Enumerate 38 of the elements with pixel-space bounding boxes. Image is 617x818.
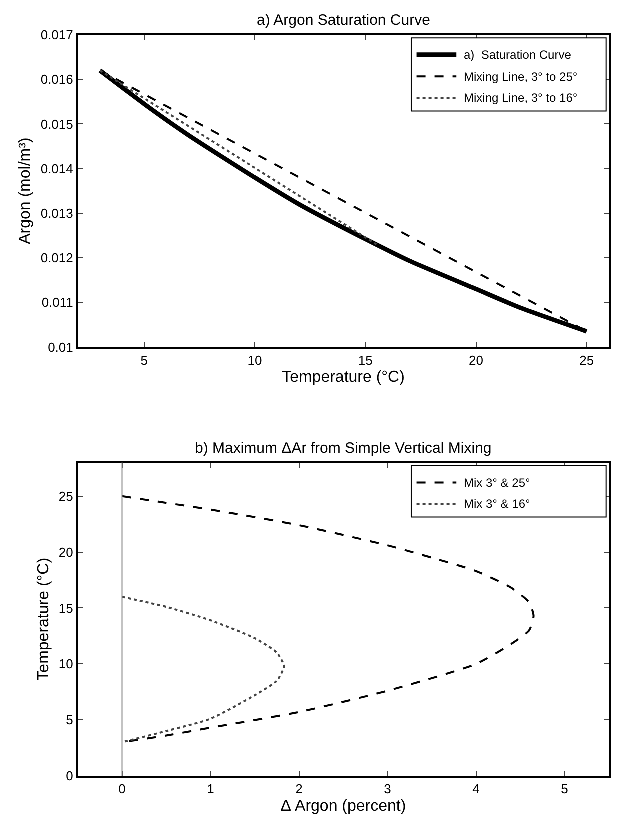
y-tick-label: 0.01 (48, 340, 74, 355)
y-tick-label: 0.016 (40, 72, 74, 88)
y-tick-label: 15 (58, 600, 74, 616)
x-tick-label: 2 (296, 782, 303, 797)
line-series (121, 596, 286, 744)
y-tick-label: 25 (58, 488, 74, 504)
x-tick-label: 10 (248, 352, 262, 368)
legend-label: a) Saturation Curve (464, 48, 572, 62)
x-axis-title: Temperature (°C) (282, 369, 405, 386)
x-tick-label: 0 (118, 782, 126, 797)
legend-label: Mix 3° & 25° (464, 476, 530, 490)
y-axis-title: Temperature (°C) (35, 558, 52, 681)
chart-title: a) Argon Saturation Curve (257, 12, 430, 29)
y-tick-label: 0.011 (42, 295, 74, 310)
line-series (121, 495, 535, 744)
y-tick-label: 0.015 (40, 116, 74, 132)
y-tick-label: 0 (66, 768, 74, 784)
y-tick-label: 5 (66, 712, 74, 728)
x-axis-title: Δ Argon (percent) (280, 798, 406, 815)
x-tick-label: 5 (561, 782, 568, 797)
chart-title: b) Maximum ΔAr from Simple Vertical Mixing (195, 440, 492, 457)
y-tick-label: 0.017 (40, 28, 74, 43)
y-axis-title: Argon (mol/m³) (17, 138, 34, 244)
legend-label: Mixing Line, 3° to 16° (464, 91, 578, 105)
x-tick-label: 4 (472, 782, 480, 797)
x-tick-label: 1 (207, 782, 214, 797)
x-tick-label: 5 (140, 352, 148, 368)
y-tick-label: 20 (58, 544, 74, 560)
x-tick-label: 20 (469, 352, 484, 368)
y-tick-label: 10 (58, 656, 74, 672)
x-tick-label: 25 (580, 352, 594, 368)
y-tick-label: 0.013 (40, 206, 74, 221)
y-tick-label: 0.012 (40, 250, 74, 266)
x-tick-label: 3 (384, 782, 392, 797)
legend-label: Mixing Line, 3° to 25° (464, 70, 578, 84)
x-tick-label: 15 (358, 352, 373, 368)
y-tick-label: 0.014 (40, 161, 74, 176)
legend-label: Mix 3° & 16° (464, 497, 530, 511)
